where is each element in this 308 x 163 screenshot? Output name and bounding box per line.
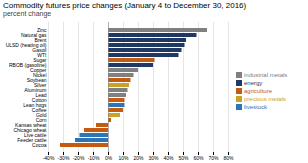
svg-text:Feeder cattle: Feeder cattle xyxy=(17,137,47,144)
svg-text:Cocoa: Cocoa xyxy=(32,142,47,148)
svg-text:Aluminum: Aluminum xyxy=(24,87,47,94)
svg-text:ULSD (heating oil): ULSD (heating oil) xyxy=(5,42,47,49)
svg-text:Chicago wheat: Chicago wheat xyxy=(13,127,47,134)
svg-text:Zinc: Zinc xyxy=(37,27,47,34)
html-text:Commodity futures price change: Commodity futures price changes (January… xyxy=(3,1,247,10)
svg-text:30%: 30% xyxy=(148,155,159,161)
svg-text:Kansas wheat: Kansas wheat xyxy=(15,122,47,129)
svg-text:Lean hogs: Lean hogs xyxy=(23,102,47,109)
html-text:energy: energy xyxy=(244,80,263,86)
svg-text:WTI: WTI xyxy=(37,52,47,59)
html-text:industrial metals: industrial metals xyxy=(244,72,288,78)
svg-text:20%: 20% xyxy=(133,155,144,161)
svg-text:-10%: -10% xyxy=(88,155,100,161)
svg-text:Sugar: Sugar xyxy=(33,57,47,64)
svg-text:RBOB (gasoline): RBOB (gasoline) xyxy=(9,62,47,69)
svg-text:80%: 80% xyxy=(223,155,234,161)
svg-text:Coffee: Coffee xyxy=(31,107,47,114)
svg-text:Brent: Brent xyxy=(34,37,47,44)
svg-text:Natural gas: Natural gas xyxy=(20,32,47,39)
svg-text:70%: 70% xyxy=(208,155,219,161)
svg-text:60%: 60% xyxy=(193,155,204,161)
svg-text:40%: 40% xyxy=(163,155,174,161)
svg-text:Corn: Corn xyxy=(35,117,47,124)
svg-text:-30%: -30% xyxy=(58,155,70,161)
svg-text:-40%: -40% xyxy=(43,155,55,161)
svg-text:Cotton: Cotton xyxy=(31,97,47,104)
svg-text:Gold: Gold xyxy=(35,112,47,119)
html-text:livestock: livestock xyxy=(244,104,267,110)
svg-text:Nickel: Nickel xyxy=(32,72,47,79)
html-text:precious metals: precious metals xyxy=(244,96,286,102)
svg-text:Silver: Silver xyxy=(34,82,47,89)
svg-text:Live cattle: Live cattle xyxy=(24,132,47,139)
html-text:percent change: percent change xyxy=(3,10,52,17)
svg-text:Lead: Lead xyxy=(35,92,47,99)
svg-text:Gasoil: Gasoil xyxy=(32,47,47,54)
svg-text:Soybean: Soybean xyxy=(26,77,47,84)
svg-text:Copper: Copper xyxy=(30,67,47,74)
html-text:agriculture: agriculture xyxy=(244,88,272,94)
svg-text:0%: 0% xyxy=(105,155,113,161)
svg-text:50%: 50% xyxy=(178,155,189,161)
svg-text:10%: 10% xyxy=(118,155,129,161)
svg-text:-20%: -20% xyxy=(73,155,85,161)
